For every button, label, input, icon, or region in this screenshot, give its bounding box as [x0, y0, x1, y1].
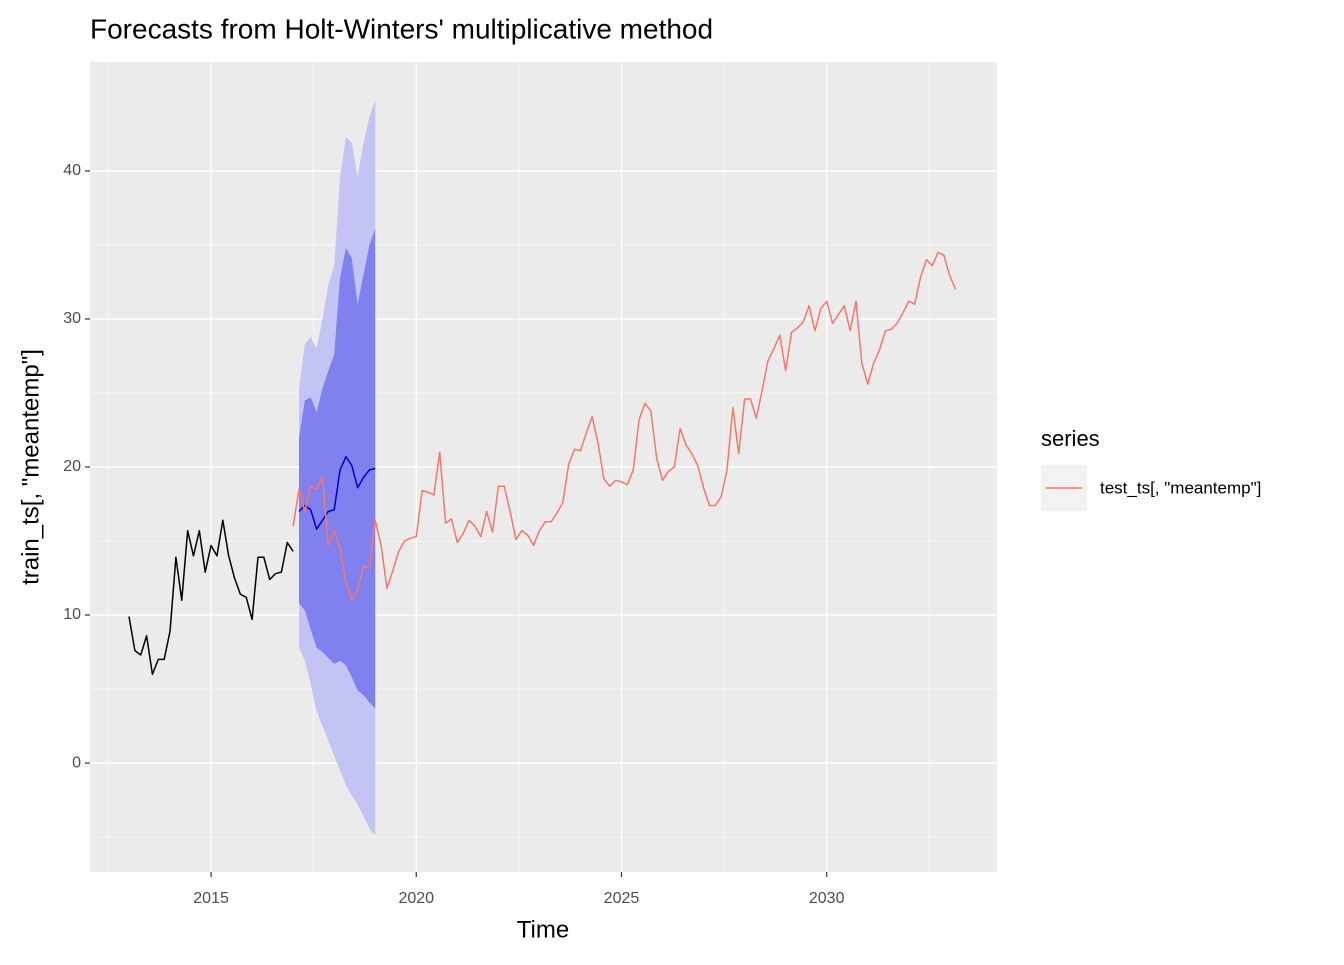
- train-line: [128, 519, 294, 675]
- y-tick-label: 30: [63, 310, 81, 327]
- x-tick-label: 2015: [193, 890, 229, 907]
- y-tick-label: 20: [63, 458, 81, 475]
- series-line: [292, 251, 957, 601]
- y-tick-label: 40: [63, 162, 81, 179]
- y-tick-label: 0: [72, 754, 81, 771]
- chart-title: Forecasts from Holt-Winters' multiplicat…: [90, 13, 713, 44]
- x-axis-title: Time: [517, 916, 569, 943]
- x-tick-label: 2020: [398, 890, 434, 907]
- y-axis-title: train_ts[, "meantemp"]: [17, 349, 44, 585]
- x-tick-label: 2030: [809, 890, 845, 907]
- forecast-line: [298, 455, 376, 530]
- legend-label: test_ts[, "meantemp"]: [1100, 478, 1261, 497]
- x-tick-label: 2025: [604, 890, 640, 907]
- legend-title: series: [1041, 426, 1100, 451]
- y-tick-label: 10: [63, 606, 81, 623]
- prediction-interval: [299, 228, 376, 709]
